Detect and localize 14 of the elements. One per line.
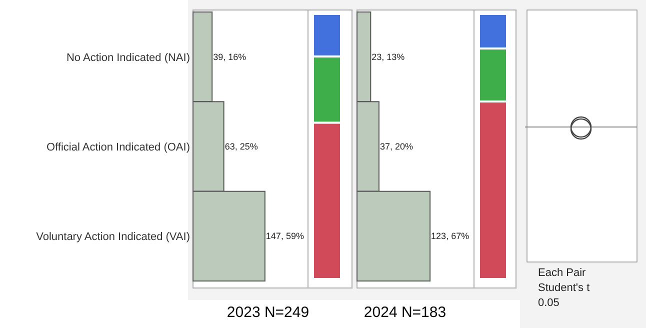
data-label: 23, 13%	[372, 52, 405, 62]
text: Student's t	[538, 282, 590, 294]
data-label: 123, 67%	[431, 231, 470, 242]
data-label: 37, 20%	[380, 142, 414, 152]
data-label: 147, 59%	[266, 231, 304, 242]
text: 2024 N=183	[364, 304, 446, 321]
data-label: 39, 16%	[213, 52, 246, 62]
y-tick-label: No Action Indicated (NAI)	[66, 52, 190, 64]
text: 0.05	[538, 297, 560, 309]
text: Each Pair	[538, 267, 586, 279]
data-label: 63, 25%	[224, 142, 258, 152]
y-tick-label: Voluntary Action Indicated (VAI)	[36, 231, 190, 244]
y-tick-label: Official Action Indicated (OAI)	[46, 142, 190, 154]
text: 2023 N=249	[226, 304, 310, 321]
